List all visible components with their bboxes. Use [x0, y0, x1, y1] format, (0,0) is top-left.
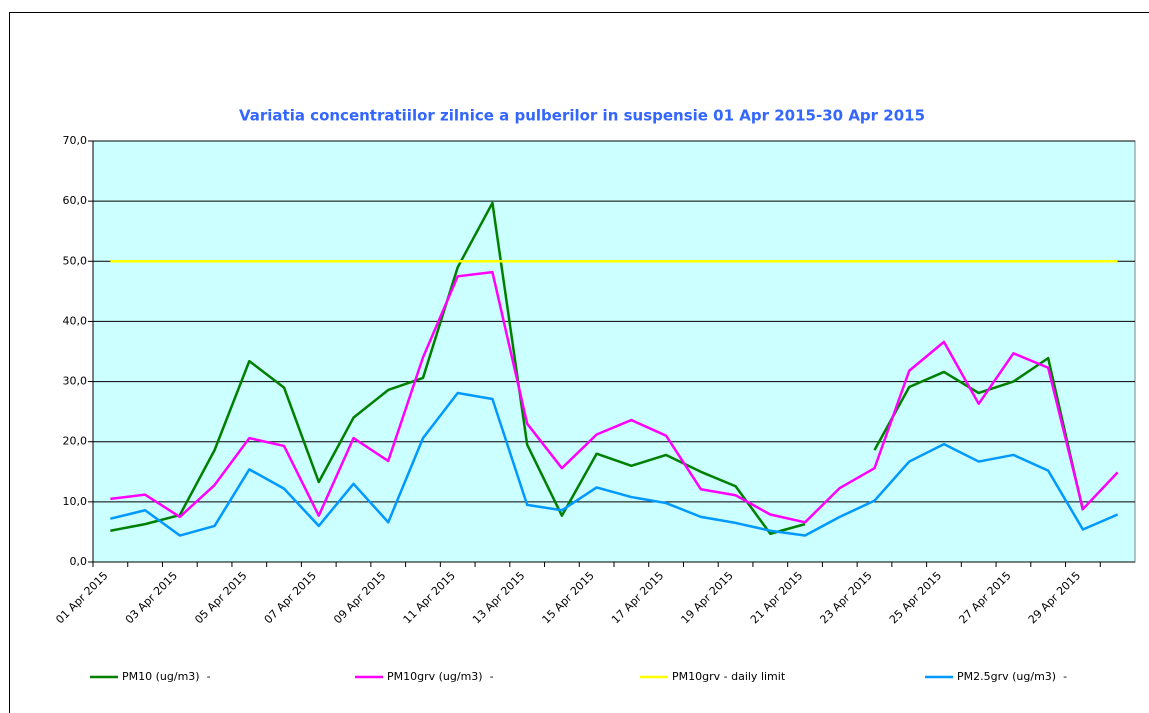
legend-label: PM10 (ug/m3) - [122, 670, 211, 683]
data-line [110, 270, 1119, 524]
y-tick-label: 0,0 [70, 555, 88, 568]
x-tick-label: 13 Apr 2015 [470, 569, 527, 626]
x-tick-label: 05 Apr 2015 [192, 569, 249, 626]
legend-label: PM2.5grv (ug/m3) - [957, 670, 1067, 683]
x-tick-label: 09 Apr 2015 [331, 569, 388, 626]
x-tick-label: 17 Apr 2015 [609, 569, 666, 626]
x-tick-label: 01 Apr 2015 [53, 569, 110, 626]
x-tick-label: 27 Apr 2015 [956, 569, 1013, 626]
data-line [110, 391, 1119, 537]
y-tick-label: 10,0 [63, 495, 88, 508]
y-tick-label: 40,0 [63, 314, 88, 327]
frame [9, 12, 1149, 713]
y-tick-label: 70,0 [63, 134, 88, 147]
y-tick-label: 50,0 [63, 254, 88, 267]
x-tick-label: 19 Apr 2015 [679, 569, 736, 626]
x-tick-label: 23 Apr 2015 [817, 569, 874, 626]
x-tick-label: 11 Apr 2015 [401, 569, 458, 626]
x-tick-label: 21 Apr 2015 [748, 569, 805, 626]
x-tick-label: 07 Apr 2015 [262, 569, 319, 626]
plot-area [92, 140, 1136, 563]
y-tick-label: 60,0 [63, 194, 88, 207]
x-tick-label: 03 Apr 2015 [123, 569, 180, 626]
data-line [110, 201, 1085, 535]
legend-label: PM10grv - daily limit [672, 670, 786, 683]
x-tick-label: 25 Apr 2015 [887, 569, 944, 626]
legend-label: PM10grv (ug/m3) - [387, 670, 494, 683]
y-tick-label: 20,0 [63, 435, 88, 448]
chart-title: Variatia concentratiilor zilnice a pulbe… [239, 107, 925, 125]
y-tick-label: 30,0 [63, 375, 88, 388]
x-tick-label: 29 Apr 2015 [1026, 569, 1083, 626]
x-tick-label: 15 Apr 2015 [540, 569, 597, 626]
